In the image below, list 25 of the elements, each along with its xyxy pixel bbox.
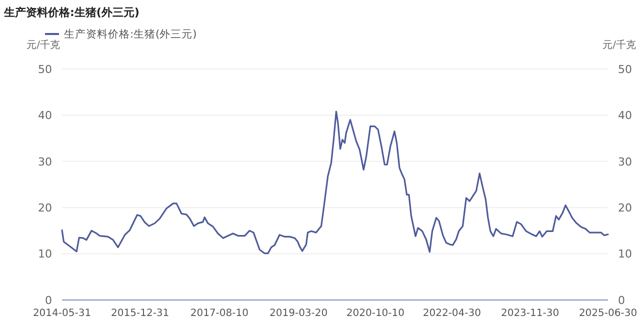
y-tick-label: 0 <box>45 294 52 307</box>
chart-title: 生产资料价格:生猪(外三元) <box>3 6 140 19</box>
y-axis-title: 元/千克 <box>26 39 60 51</box>
x-tick-label: 2014-05-31 <box>32 308 92 319</box>
x-tick-label: 2015-12-31 <box>111 308 170 319</box>
y2-tick-label: 10 <box>618 248 632 261</box>
x-tick-label: 2025-06-30 <box>578 308 638 319</box>
y-tick-label: 20 <box>38 201 52 214</box>
x-tick-label: 2017-08-10 <box>190 308 248 319</box>
y2-tick-label: 0 <box>618 294 625 307</box>
x-tick-label: 2019-03-20 <box>270 308 328 319</box>
y-tick-label: 30 <box>38 155 52 168</box>
y-tick-label: 50 <box>38 62 52 76</box>
line-series <box>61 110 609 254</box>
y2-tick-label: 20 <box>618 201 632 214</box>
y-tick-label: 40 <box>38 109 52 122</box>
x-tick-label: 2020-10-10 <box>346 308 405 319</box>
x-tick-label: 2023-11-30 <box>500 308 560 319</box>
x-tick-label: 2022-04-30 <box>422 308 482 319</box>
y2-tick-label: 50 <box>618 62 632 76</box>
y-tick-label: 10 <box>38 248 52 261</box>
legend-label: 生产资料价格:生猪(外三元) <box>64 28 197 41</box>
y2-axis-title: 元/千克 <box>602 39 636 51</box>
y2-tick-label: 30 <box>618 155 632 168</box>
y2-tick-label: 40 <box>618 109 632 122</box>
